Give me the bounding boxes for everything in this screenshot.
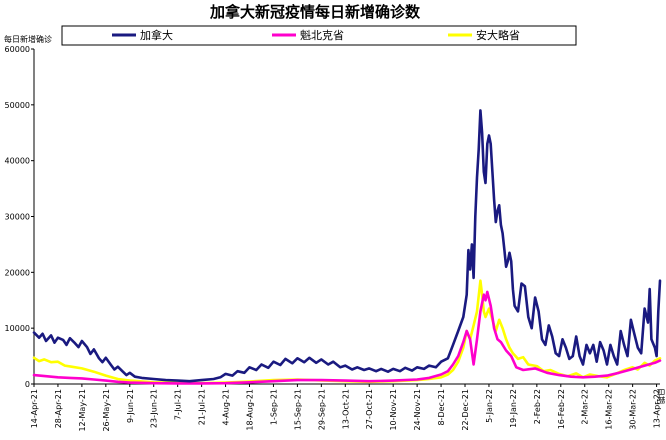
x-tick-label: 15-Sep-21 [293,389,302,430]
series-line-0 [32,109,662,383]
x-tick-label: 8-Dec-21 [437,389,446,426]
x-tick-label: 1-Sep-21 [269,389,278,425]
legend: 加拿大 魁北克省 安大略省 [112,28,520,42]
x-tick-label: 22-Dec-21 [461,389,470,431]
x-tick-label: 7-Jul-21 [174,389,183,420]
y-tick-label: 60000 [5,45,30,54]
x-tick-label: 27-Oct-21 [365,389,374,429]
y-tick-label: 30000 [5,213,30,222]
y-tick-label: 40000 [5,157,30,166]
x-tick-label: 23-Jun-21 [150,389,159,428]
legend-label: 魁北克省 [300,28,344,42]
x-tick-label: 10-Nov-21 [389,389,398,431]
series-lines [32,109,662,385]
x-tick-label: 29-Sep-21 [317,389,326,430]
y-tick-label: 0 [25,380,30,389]
x-tick-label: 2-Feb-22 [533,389,542,424]
x-tick-label: 16-Feb-22 [557,389,566,429]
x-tick-label: 14-Apr-21 [30,389,39,428]
x-tick-label: 16-Mar-22 [605,389,614,430]
legend-label: 安大略省 [476,28,520,42]
y-ticks: 0 10000 20000 30000 40000 50000 60000 [5,45,34,389]
y-axis-label: 每日新增确诊 [4,34,52,44]
x-tick-label: 28-Apr-21 [54,389,63,428]
x-ticks: 14-Apr-21 28-Apr-21 12-May-21 26-May-21 9-Ju… [30,384,662,432]
series-line-1 [32,290,662,385]
x-axis-label: 日期 [656,388,665,404]
x-tick-label: 19-Jan-22 [509,389,518,428]
legend-box [61,25,577,46]
y-tick-label: 20000 [5,268,30,277]
x-tick-label: 26-May-21 [102,389,111,432]
x-tick-label: 4-Aug-21 [222,389,231,426]
y-tick-label: 50000 [5,101,30,110]
x-tick-label: 2-Mar-22 [581,389,590,425]
legend-label: 加拿大 [140,28,173,42]
x-tick-label: 18-Aug-21 [246,389,255,431]
x-tick-label: 12-May-21 [78,389,87,432]
x-tick-label: 13-Oct-21 [341,389,350,429]
x-tick-label: 9-Jun-21 [126,389,135,423]
chart-title: 加拿大新冠疫情每日新增确诊数 [209,3,421,21]
x-tick-label: 5-Jan-22 [485,389,494,423]
y-tick-label: 10000 [5,324,30,333]
x-tick-label: 24-Nov-21 [413,389,422,431]
x-tick-label: 30-Mar-22 [629,389,638,430]
x-tick-label: 21-Jul-21 [198,389,207,425]
x-tick-label: 13-Apr-22 [653,389,662,428]
